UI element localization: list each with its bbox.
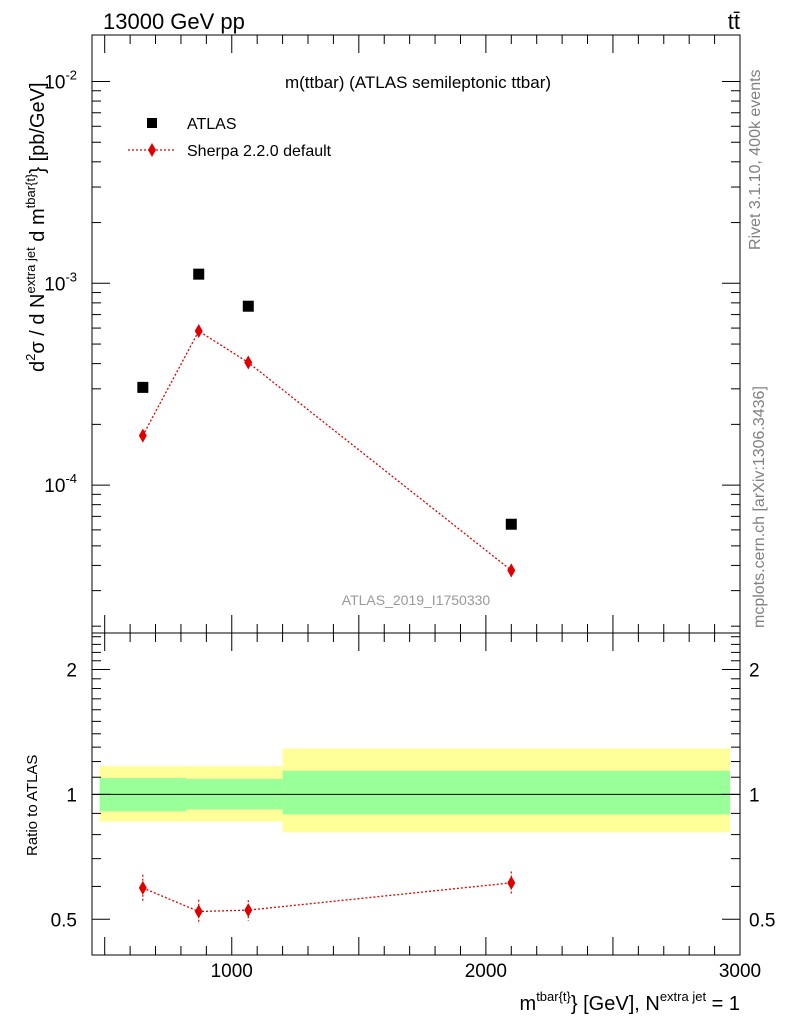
xlabel-sup-tbar: tbar{t} bbox=[536, 989, 571, 1004]
x-tick-label: 2000 bbox=[465, 961, 507, 982]
ratio-series-line bbox=[142, 882, 512, 913]
ratio-point bbox=[138, 880, 147, 895]
ratio-x-tick-labels: 1000 2000 3000 bbox=[211, 961, 762, 982]
ratio-ytick-label-right: 2 bbox=[749, 661, 760, 682]
atlas-point bbox=[242, 300, 254, 312]
ratio-line-path bbox=[142, 882, 512, 913]
ratio-series bbox=[138, 871, 516, 924]
atlas-point bbox=[137, 381, 149, 393]
mcplots-label: mcplots.cern.ch [arXiv:1306.3436] bbox=[751, 386, 768, 628]
xlabel-mid: } [GeV], N bbox=[571, 993, 660, 1015]
ratio-ytick-label-right: 0.5 bbox=[749, 910, 775, 931]
xlabel-tail: = 1 bbox=[706, 993, 740, 1015]
main-x-ticks bbox=[104, 35, 741, 633]
ratio-point bbox=[507, 875, 516, 890]
legend-label-atlas: ATLAS bbox=[187, 116, 237, 133]
ratio-panel: 2 2 1 1 0.5 0.5 1000 2000 3000 Ratio to ATLAS m… bbox=[24, 632, 776, 1015]
main-ytick-label: 10-3 bbox=[44, 269, 77, 295]
sherpa-line bbox=[142, 330, 512, 571]
atlas-series bbox=[137, 268, 517, 530]
band-inner bbox=[282, 770, 730, 815]
legend-label-sherpa: Sherpa 2.2.0 default bbox=[187, 143, 332, 160]
ratio-uncertainty-bands bbox=[99, 748, 730, 833]
ylabel-tail: } [pb/GeV] bbox=[27, 82, 49, 173]
x-tick-label: 1000 bbox=[211, 961, 253, 982]
main-ytick-label: 10-4 bbox=[44, 471, 77, 497]
x-tick-label: 3000 bbox=[719, 961, 761, 982]
legend-marker-atlas bbox=[147, 118, 157, 128]
ratio-ytick-label: 0.5 bbox=[51, 910, 77, 931]
legend: ATLAS Sherpa 2.2.0 default bbox=[128, 116, 332, 160]
rivet-version-label: Rivet 3.1.10, 400k events bbox=[747, 69, 764, 250]
ratio-ytick-label: 1 bbox=[66, 785, 77, 806]
ratio-y-axis-label: Ratio to ATLAS bbox=[24, 755, 41, 856]
main-ytick-exp: -2 bbox=[65, 68, 77, 83]
xlabel-m: m bbox=[520, 993, 537, 1015]
x-axis-label: mtbar{t}} [GeV], Nextra jet = 1 bbox=[520, 989, 740, 1015]
ratio-x-ticks bbox=[104, 633, 741, 955]
ylabel-sigma: σ / d N bbox=[27, 294, 49, 354]
main-y-axis-label: d2σ / d Nextra jet d mtbar{t}} [pb/GeV] bbox=[23, 82, 49, 372]
xlabel-sup-extra: extra jet bbox=[660, 989, 707, 1004]
main-panel: 10-210-310-4 m(ttbar) (ATLAS semileptoni… bbox=[23, 34, 741, 634]
ratio-y-ticks bbox=[92, 636, 740, 920]
legend-marker-sherpa bbox=[148, 143, 156, 157]
chart-title: m(ttbar) (ATLAS semileptonic ttbar) bbox=[285, 73, 551, 92]
ylabel-sup2: 2 bbox=[23, 354, 38, 361]
sherpa-point bbox=[194, 324, 203, 339]
main-ytick-base: 10 bbox=[44, 476, 65, 497]
sherpa-point bbox=[244, 355, 253, 370]
atlas-point bbox=[505, 518, 517, 530]
ylabel-mid: d m bbox=[27, 208, 49, 247]
ylabel-sup-tbar: tbar{t} bbox=[23, 173, 38, 208]
main-y-ticks bbox=[92, 81, 740, 627]
collision-label: 13000 GeV pp bbox=[103, 9, 245, 34]
main-ytick-base: 10 bbox=[44, 274, 65, 295]
ratio-frame bbox=[91, 632, 741, 956]
atlas-point bbox=[193, 268, 205, 280]
ratio-ytick-label-right: 1 bbox=[749, 785, 760, 806]
main-y-tick-labels: 10-210-310-4 bbox=[44, 68, 77, 498]
ratio-y-tick-labels: 2 2 1 1 0.5 0.5 bbox=[51, 661, 776, 932]
sherpa-series-line bbox=[142, 330, 512, 571]
ratio-point bbox=[194, 904, 203, 919]
watermark: ATLAS_2019_I1750330 bbox=[342, 592, 491, 608]
sherpa-point bbox=[507, 563, 516, 578]
main-ytick-exp: -3 bbox=[65, 269, 77, 284]
main-ytick-exp: -4 bbox=[65, 471, 77, 486]
ylabel-d: d bbox=[27, 361, 49, 372]
sherpa-point bbox=[138, 428, 147, 443]
process-label: tt̄ bbox=[728, 9, 740, 34]
sherpa-series bbox=[138, 324, 516, 578]
ylabel-sup-extra: extra jet bbox=[23, 247, 38, 294]
main-ytick-base: 10 bbox=[44, 73, 65, 94]
main-ytick-label: 10-2 bbox=[44, 68, 77, 94]
ratio-ytick-label: 2 bbox=[66, 661, 77, 682]
ratio-point bbox=[244, 903, 253, 918]
